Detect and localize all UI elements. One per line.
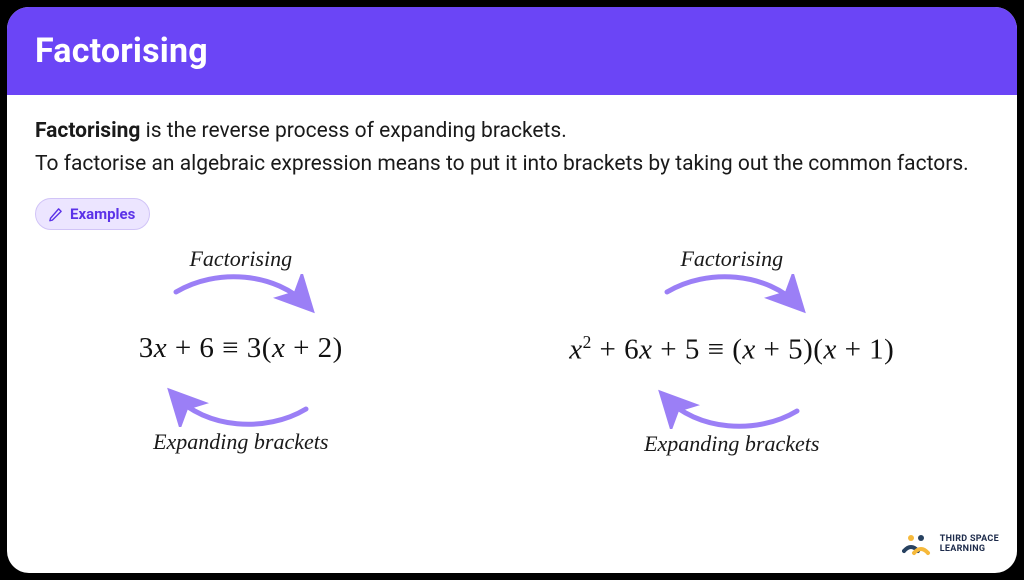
- intro-line2: To factorise an algebraic expression mea…: [35, 152, 969, 176]
- expanding-label: Expanding brackets: [475, 431, 989, 457]
- brand-logo: THIRD SPACE LEARNING: [902, 533, 999, 557]
- factorising-label: Factorising: [35, 246, 447, 272]
- intro-lead: Factorising: [35, 119, 140, 143]
- arrow-bottom-2: [475, 377, 989, 427]
- arrow-bottom-1: [35, 375, 447, 425]
- card-header: Factorising: [7, 7, 1017, 95]
- arrow-top-2: [475, 274, 989, 324]
- formula-1: 3x + 6 ≡ 3(x + 2): [35, 324, 447, 375]
- factorising-label: Factorising: [475, 246, 989, 272]
- examples-chip[interactable]: Examples: [35, 198, 150, 230]
- card-body: Factorising is the reverse process of ex…: [7, 95, 1017, 457]
- formula-2: x2 + 6x + 5 ≡ (x + 5)(x + 1): [475, 324, 989, 377]
- example-1: Factorising 3x + 6 ≡ 3(x + 2) Expanding …: [35, 240, 447, 457]
- logo-text: THIRD SPACE LEARNING: [940, 535, 999, 555]
- lesson-card: Factorising Factorising is the reverse p…: [7, 7, 1017, 573]
- pencil-icon: [48, 207, 63, 222]
- intro-text: Factorising is the reverse process of ex…: [35, 115, 989, 180]
- arrow-top-1: [35, 274, 447, 324]
- chip-label: Examples: [70, 205, 135, 223]
- logo-mark-icon: [902, 533, 932, 557]
- examples-row: Factorising 3x + 6 ≡ 3(x + 2) Expanding …: [35, 240, 989, 457]
- intro-line1: is the reverse process of expanding brac…: [140, 119, 566, 143]
- example-2: Factorising x2 + 6x + 5 ≡ (x + 5)(x + 1)…: [475, 240, 989, 457]
- expanding-label: Expanding brackets: [35, 429, 447, 455]
- page-title: Factorising: [35, 31, 989, 71]
